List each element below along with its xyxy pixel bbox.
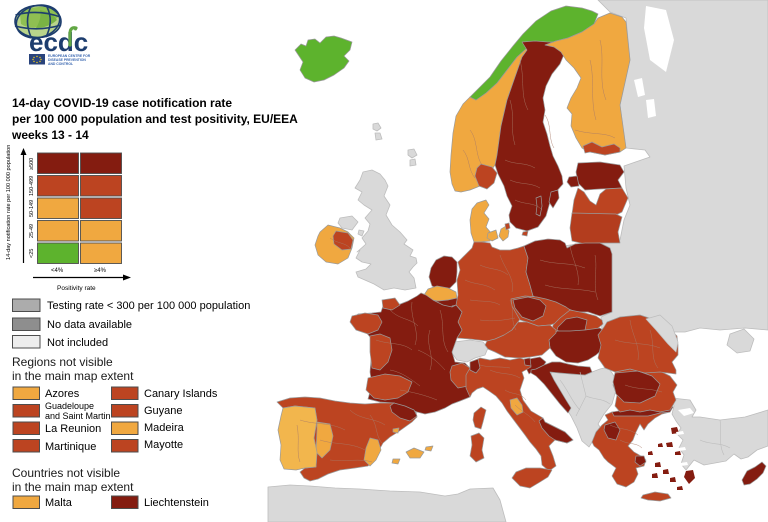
svg-text:in the main map extent: in the main map extent <box>12 480 134 494</box>
svg-text:14-day COVID-19 case notificat: 14-day COVID-19 case notification rate <box>12 96 232 110</box>
svg-text:DISEASE PREVENTION: DISEASE PREVENTION <box>48 58 86 62</box>
svg-text:No data available: No data available <box>47 319 132 331</box>
svg-text:Martinique: Martinique <box>45 441 96 453</box>
svg-text:Countries not visible: Countries not visible <box>12 466 120 480</box>
svg-text:EUROPEAN CENTRE FOR: EUROPEAN CENTRE FOR <box>48 54 91 58</box>
svg-text:Liechtenstein: Liechtenstein <box>144 497 209 509</box>
svg-text:50-149: 50-149 <box>29 200 35 217</box>
svg-text:Guyane: Guyane <box>144 405 183 417</box>
svg-text:Positivity rate: Positivity rate <box>57 285 96 292</box>
svg-text:ecdc: ecdc <box>29 27 88 57</box>
svg-text:Regions not visible: Regions not visible <box>12 355 113 369</box>
svg-text:AND CONTROL: AND CONTROL <box>48 62 73 66</box>
svg-text:Malta: Malta <box>45 497 73 509</box>
svg-text:Mayotte: Mayotte <box>144 439 183 451</box>
svg-text:14-day notification rate per 1: 14-day notification rate per 100 000 pop… <box>6 145 12 260</box>
svg-text:per 100 000 population and tes: per 100 000 population and test positivi… <box>12 112 298 126</box>
svg-text:Azores: Azores <box>45 388 80 400</box>
svg-text:in the main map extent: in the main map extent <box>12 369 134 383</box>
svg-text:Guadeloupe: Guadeloupe <box>45 401 94 411</box>
svg-text:and Saint Martin: and Saint Martin <box>45 411 111 421</box>
svg-text:150-499: 150-499 <box>29 176 35 196</box>
svg-text:Madeira: Madeira <box>144 422 185 434</box>
svg-text:≥500: ≥500 <box>29 158 35 170</box>
svg-text:<4%: <4% <box>51 268 64 274</box>
svg-text:<25: <25 <box>29 249 35 258</box>
svg-text:Not included: Not included <box>47 337 108 349</box>
svg-text:Canary Islands: Canary Islands <box>144 388 218 400</box>
svg-text:weeks 13 - 14: weeks 13 - 14 <box>11 128 89 142</box>
svg-text:25-49: 25-49 <box>29 224 35 238</box>
svg-text:Testing rate < 300 per 100 000: Testing rate < 300 per 100 000 populatio… <box>47 300 250 312</box>
svg-text:La Reunion: La Reunion <box>45 423 101 435</box>
svg-text:≥4%: ≥4% <box>94 268 107 274</box>
